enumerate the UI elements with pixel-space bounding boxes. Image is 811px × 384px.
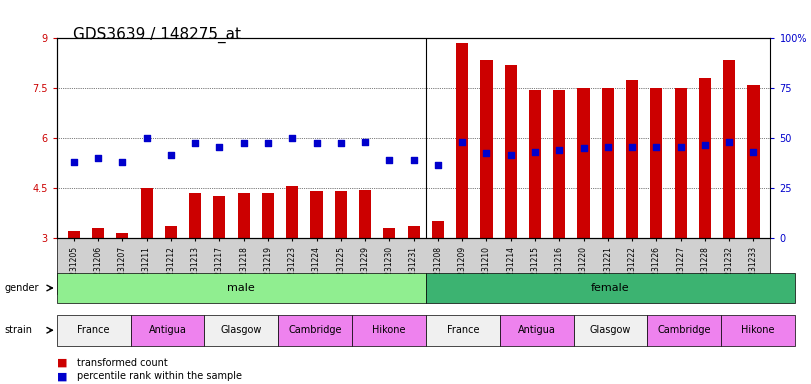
Point — [601, 144, 614, 150]
Bar — [116, 233, 128, 238]
Bar — [189, 193, 201, 238]
Text: male: male — [227, 283, 255, 293]
Text: Glasgow: Glasgow — [221, 325, 262, 335]
Point — [237, 140, 250, 146]
Bar — [408, 227, 419, 238]
Point — [747, 149, 760, 155]
Bar — [626, 80, 638, 238]
Point — [698, 142, 711, 148]
Point — [431, 162, 444, 168]
Point — [165, 152, 178, 158]
Point — [504, 152, 517, 158]
Text: ■: ■ — [57, 371, 67, 381]
Bar — [238, 193, 250, 238]
Bar — [67, 232, 79, 238]
Point — [310, 140, 323, 146]
Bar — [699, 78, 711, 238]
Bar — [335, 192, 347, 238]
Bar — [384, 228, 396, 238]
Point — [261, 140, 274, 146]
Bar — [675, 88, 687, 238]
Point — [189, 140, 202, 146]
Bar — [213, 197, 225, 238]
Bar — [140, 188, 152, 238]
Point — [383, 157, 396, 163]
Bar — [431, 222, 444, 238]
Point — [456, 139, 469, 145]
Point — [480, 150, 493, 156]
Text: strain: strain — [4, 325, 32, 335]
Point — [92, 155, 105, 161]
Point — [334, 140, 347, 146]
Bar — [92, 228, 104, 238]
Text: Cambridge: Cambridge — [658, 325, 711, 335]
Bar — [480, 60, 492, 238]
Text: gender: gender — [4, 283, 39, 293]
Point — [529, 149, 542, 155]
Bar — [723, 60, 736, 238]
Text: Hikone: Hikone — [372, 325, 406, 335]
Bar — [456, 43, 468, 238]
Bar — [650, 88, 663, 238]
Text: France: France — [77, 325, 110, 335]
Text: female: female — [591, 283, 630, 293]
Bar — [553, 90, 565, 238]
Bar — [504, 65, 517, 238]
Text: France: France — [447, 325, 479, 335]
Point — [116, 159, 129, 165]
Bar — [602, 88, 614, 238]
Text: ■: ■ — [57, 358, 67, 368]
Text: percentile rank within the sample: percentile rank within the sample — [77, 371, 242, 381]
Bar — [748, 85, 760, 238]
Text: Hikone: Hikone — [741, 325, 775, 335]
Text: Antigua: Antigua — [517, 325, 556, 335]
Bar — [359, 190, 371, 238]
Text: Glasgow: Glasgow — [590, 325, 631, 335]
Bar — [311, 192, 323, 238]
Text: GDS3639 / 148275_at: GDS3639 / 148275_at — [73, 27, 241, 43]
Bar — [165, 227, 177, 238]
Point — [67, 159, 80, 165]
Point — [358, 139, 371, 145]
Bar — [529, 90, 541, 238]
Bar — [262, 193, 274, 238]
Point — [407, 157, 420, 163]
Bar — [286, 187, 298, 238]
Text: Antigua: Antigua — [148, 325, 187, 335]
Text: Cambridge: Cambridge — [289, 325, 342, 335]
Point — [577, 145, 590, 151]
Point — [625, 144, 638, 150]
Point — [650, 144, 663, 150]
Point — [723, 139, 736, 145]
Point — [674, 144, 687, 150]
Bar — [577, 88, 590, 238]
Point — [140, 135, 153, 141]
Text: transformed count: transformed count — [77, 358, 168, 368]
Point — [213, 144, 226, 150]
Point — [285, 135, 298, 141]
Point — [553, 147, 566, 153]
